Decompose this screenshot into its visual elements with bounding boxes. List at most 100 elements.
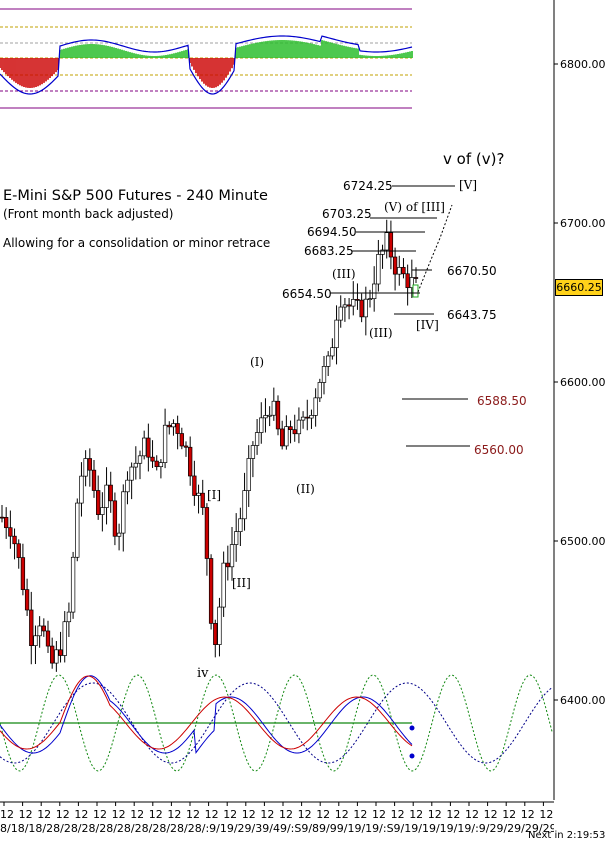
wave-label-V-box: [V] [459, 178, 478, 192]
wave-label-IV-box: [IV] [416, 318, 439, 332]
y-tick-6700: 6700.00 [560, 217, 606, 230]
candle-body [188, 446, 193, 477]
candle-body [146, 437, 151, 458]
candle-body [388, 232, 394, 258]
candle-body [162, 424, 168, 463]
candle-body [167, 424, 172, 428]
x-tick-label: 12 [372, 808, 386, 821]
level-label-6654: 6654.50 [282, 287, 332, 301]
candle-body [208, 558, 214, 624]
candle-body [179, 433, 184, 447]
candle-body [300, 416, 306, 421]
candle-body [409, 277, 414, 289]
x-tick-label: 12 [111, 808, 126, 821]
candle-body [376, 254, 381, 285]
candle-body [154, 460, 159, 468]
candle-body [125, 479, 130, 493]
x-tick-label: 12 [223, 808, 238, 821]
candle-body [351, 299, 356, 307]
y-tick-6500: 6500.00 [560, 535, 606, 548]
current-price-marker: 6660.25 [555, 279, 603, 296]
candle-body [29, 609, 34, 646]
wave-label-III-paren: (III) [332, 267, 356, 281]
candle-body [275, 400, 281, 430]
candle-body [12, 535, 17, 545]
x-tick-label: 12 [520, 808, 535, 821]
candle-body [213, 623, 218, 645]
candle-body [129, 466, 134, 481]
cycle-red-line [0, 675, 413, 750]
candle-body [413, 277, 419, 279]
x-tick-label: 12 [446, 808, 461, 821]
candle-body [41, 625, 46, 632]
x-tick-label: 12 [148, 808, 163, 821]
candle-body [192, 475, 197, 496]
x-tick-label: 12 [130, 808, 145, 821]
candle-body [313, 397, 318, 416]
x-date-labels: 8/18/18/28/28/28/28/28/28/28/28/28/:9/19… [0, 822, 554, 835]
candle-body [254, 432, 260, 446]
candle-body [16, 543, 21, 558]
candle-body [267, 414, 272, 417]
level-label-6560: 6560.00 [474, 443, 524, 457]
x-tick-label: 12 [241, 808, 256, 821]
candle-body [284, 426, 289, 447]
x-tick-label: 12 [502, 808, 517, 821]
candle-body [45, 630, 51, 647]
chart-description: Allowing for a consolidation or minor re… [3, 236, 271, 250]
x-tick-label: 12 [204, 808, 219, 821]
y-tick-6600: 6600.00 [560, 376, 606, 389]
candle-body [234, 531, 239, 545]
x-tick-label: 12 [93, 808, 107, 821]
candle-body [104, 484, 109, 508]
wave-label-II-paren: (II) [296, 482, 315, 496]
candle-body [401, 267, 406, 275]
top-oscillator-panel [0, 8, 413, 109]
candle-body [108, 484, 113, 502]
level-label-6643: 6643.75 [447, 308, 497, 322]
x-tick-label: 12 [279, 808, 293, 821]
candle-body [309, 415, 314, 419]
candle-body [225, 562, 230, 568]
candle-body [137, 455, 143, 464]
candle-body [196, 492, 201, 496]
candle-body [242, 490, 247, 520]
candle-body [217, 606, 222, 645]
wave-label-I-box: [I] [207, 488, 222, 502]
candle-body [292, 429, 297, 435]
candle-body [100, 507, 105, 515]
x-tick-label: 12 [18, 808, 33, 821]
level-lines [330, 185, 470, 447]
candle-body [359, 299, 364, 318]
countdown-timer: Next in 2:19:53 [528, 830, 606, 841]
projection-dotted-path [417, 204, 453, 293]
candle-body [405, 273, 410, 289]
wave-label-v-of-v: v of (v)? [443, 150, 505, 168]
candle-body [334, 319, 339, 349]
candle-body [58, 649, 63, 656]
level-label-6683: 6683.25 [304, 244, 354, 258]
candle-body [229, 544, 235, 568]
wave-label-iv: iv [197, 666, 209, 681]
x-tick-label: 12 [55, 808, 70, 821]
candle-body [175, 423, 180, 434]
candle-body [37, 625, 42, 637]
candle-body [259, 417, 264, 433]
candle-body [296, 419, 302, 435]
candle-body [66, 611, 72, 623]
y-tick-6800: 6800.00 [560, 58, 606, 71]
x-tick-label: 12 [316, 808, 331, 821]
wave-label-III-paren-low: (III) [369, 326, 393, 340]
candle-body [133, 462, 138, 468]
x-tick-label: 12 [427, 808, 442, 821]
candle-body [50, 645, 55, 664]
candle-body [346, 304, 352, 307]
candle-body [384, 232, 389, 251]
level-label-6703: 6703.25 [322, 207, 372, 221]
candle-body [112, 500, 118, 537]
candle-body [91, 469, 97, 491]
candle-body [342, 304, 348, 308]
candle-body [392, 256, 398, 275]
candle-body [338, 306, 343, 321]
candle-body [171, 423, 176, 428]
